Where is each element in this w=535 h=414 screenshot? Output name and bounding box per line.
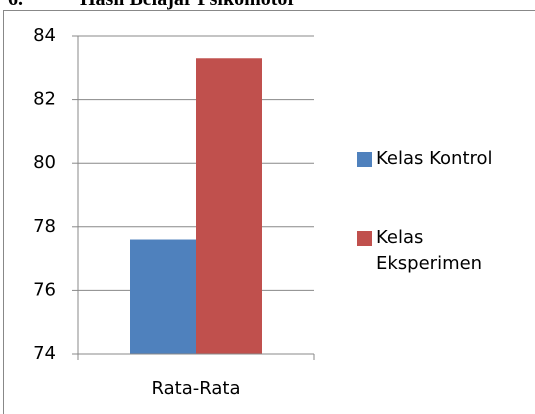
- heading-number: 6.: [8, 0, 23, 11]
- y-tick-label: 80: [33, 152, 56, 173]
- chart-border: [3, 10, 535, 414]
- legend-swatch: [357, 152, 372, 167]
- x-tick-label: Rata-Rata: [152, 378, 241, 399]
- legend-item: Kelas Eksperimen: [357, 225, 511, 277]
- legend-swatch: [357, 231, 372, 246]
- y-tick-label: 78: [33, 216, 56, 237]
- y-tick-label: 84: [33, 25, 56, 46]
- y-tick-label: 74: [33, 343, 56, 364]
- bar: [196, 58, 262, 354]
- heading-title: Hasil Belajar Psikomotor: [80, 0, 296, 11]
- y-tick-label: 82: [33, 89, 56, 110]
- y-tick-label: 76: [33, 279, 56, 300]
- legend-item: Kelas Kontrol: [357, 146, 511, 172]
- legend-label: Kelas Eksperimen: [376, 227, 483, 274]
- bar: [130, 239, 196, 354]
- legend-label: Kelas Kontrol: [376, 148, 493, 169]
